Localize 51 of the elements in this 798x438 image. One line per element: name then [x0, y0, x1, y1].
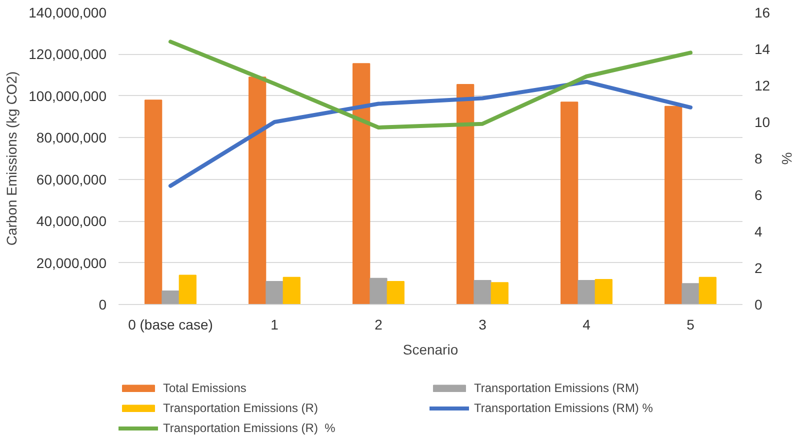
x-tick-label: 5: [686, 316, 695, 332]
bar: [162, 290, 180, 304]
y-tick-label: 0: [98, 296, 107, 312]
y-tick-label: 20,000,000: [36, 254, 107, 271]
x-tick-label: 0 (base case): [128, 316, 213, 332]
legend-label: Total Emissions: [163, 381, 248, 395]
y2-axis-title: %: [779, 152, 796, 165]
bar: [698, 276, 716, 304]
bar: [664, 106, 682, 304]
y2-tick-label: 4: [754, 224, 762, 240]
bar: [682, 283, 700, 304]
line-series: [168, 40, 692, 130]
y-tick-label: 40,000,000: [36, 213, 107, 230]
y-tick-label: 80,000,000: [36, 130, 107, 146]
bar: [456, 84, 474, 304]
bar: [144, 100, 162, 304]
x-tick-label: 2: [374, 316, 383, 332]
bar: [386, 281, 404, 304]
y-tick-label: 140,000,000: [28, 4, 107, 20]
line-series: [168, 80, 692, 188]
legend-label: Transportation Emissions (R) %: [163, 421, 336, 435]
bar: [248, 76, 266, 304]
y-tick-label: 60,000,000: [36, 171, 107, 188]
bar: [266, 281, 284, 304]
bar: [578, 280, 596, 304]
y-tick-label: 100,000,000: [28, 88, 107, 104]
legend-label: Transportation Emissions (RM) %: [474, 401, 654, 415]
y2-tick-label: 12: [754, 78, 770, 94]
bar: [560, 102, 578, 304]
x-tick-label: 4: [582, 316, 591, 332]
y2-tick-label: 14: [754, 41, 770, 57]
x-axis-title: Scenario: [402, 342, 458, 358]
legend-label: Transportation Emissions (R): [163, 401, 319, 415]
legend-label: Transportation Emissions (RM): [474, 381, 640, 395]
bar: [490, 282, 508, 304]
x-tick-label: 3: [478, 316, 487, 332]
bar: [282, 276, 300, 304]
bar: [178, 274, 196, 304]
y2-tick-label: 8: [754, 150, 762, 166]
bar: [594, 278, 612, 304]
y2-tick-label: 16: [754, 4, 770, 20]
bar: [474, 280, 492, 304]
y-tick-label: 120,000,000: [28, 46, 107, 62]
y2-tick-label: 2: [754, 260, 762, 276]
x-tick-label: 1: [270, 316, 279, 332]
bar: [352, 63, 370, 304]
y2-tick-label: 10: [754, 114, 770, 130]
y2-tick-label: 6: [754, 187, 762, 203]
y-axis-title: Carbon Emissions (kg CO2): [4, 71, 20, 246]
bar: [370, 278, 388, 304]
y2-tick-label: 0: [754, 296, 762, 312]
